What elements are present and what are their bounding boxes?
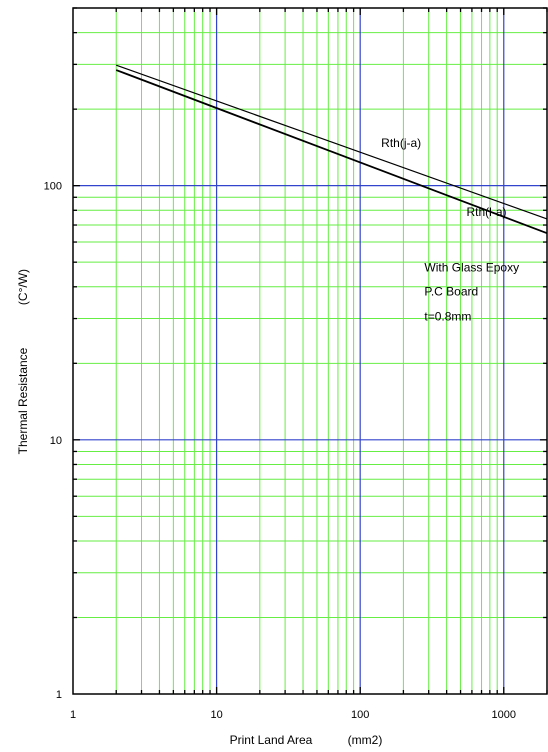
annotation-label: With Glass Epoxy xyxy=(424,260,519,274)
x-tick-label: 1 xyxy=(70,709,76,721)
y-axis-label: Thermal Resistance xyxy=(16,347,30,454)
x-tick-label: 1000 xyxy=(492,709,516,721)
series-lines xyxy=(115,64,548,235)
major-gridlines xyxy=(73,8,547,694)
axis-ticks xyxy=(73,7,548,694)
annotation-label: t=0.8mm xyxy=(424,309,471,323)
x-axis-unit: (mm2) xyxy=(348,733,383,747)
y-tick-label: 1 xyxy=(56,689,62,701)
annotation-label: P.C Board xyxy=(424,284,478,298)
y-tick-label: 100 xyxy=(44,181,62,193)
series-line-rth-l-a xyxy=(115,69,548,235)
x-tick-labels: 1 10 100 1000 xyxy=(70,709,516,721)
annotations: Rth(j-a) Rth(l-a) With Glass Epoxy P.C Boar… xyxy=(381,136,519,323)
y-tick-labels: 1 10 100 xyxy=(44,181,62,701)
plot-frame xyxy=(72,7,548,695)
annotation-label: Rth(l-a) xyxy=(466,205,506,219)
x-tick-label: 100 xyxy=(351,709,369,721)
y-tick-label: 10 xyxy=(50,435,62,447)
y-axis-unit: (C°/W) xyxy=(16,269,30,305)
x-axis-label: Print Land Area xyxy=(230,733,313,747)
minor-gridlines xyxy=(73,7,548,694)
annotation-label: Rth(j-a) xyxy=(381,136,421,150)
series-line-rth-j-a xyxy=(116,64,548,220)
x-tick-label: 10 xyxy=(210,709,222,721)
